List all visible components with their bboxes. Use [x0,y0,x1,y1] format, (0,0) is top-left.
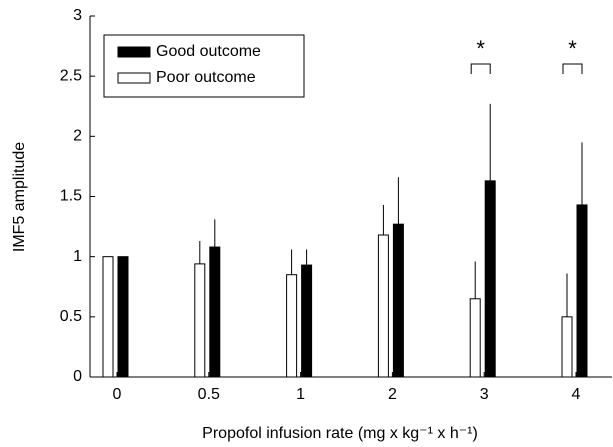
bar [392,223,404,378]
x-tick-label: 4 [572,386,581,403]
bar [576,204,588,378]
bar [286,274,298,378]
x-tick-label: 2 [388,386,397,403]
x-axis-label: Propofol infusion rate (mg x kg⁻¹ x h⁻¹) [202,425,478,442]
bar [209,246,221,378]
significance-bracket [470,63,491,74]
y-tick-label: 0.5 [60,308,82,325]
x-tick-label: 1 [296,386,305,403]
legend-label: Poor outcome [156,69,256,86]
bar [469,298,481,378]
bar [301,264,313,378]
bar [484,180,496,378]
y-tick-label: 1.5 [60,188,82,205]
legend-swatch [117,72,151,84]
annotation: * [568,36,577,61]
y-tick-label: 2.5 [60,67,82,84]
legend-swatch [117,46,151,58]
annotation: * [476,36,485,61]
y-axis-label: IMF5 amplitude [11,142,28,252]
bar [377,234,389,378]
legend-label: Good outcome [156,43,261,60]
significance-bracket [562,63,583,74]
y-tick-label: 2 [73,128,82,145]
x-tick-label: 3 [480,386,489,403]
x-tick-label: 0 [113,386,122,403]
x-tick-label: 0.5 [198,386,220,403]
bar [194,263,206,378]
y-tick-label: 1 [73,248,82,265]
bar [102,256,114,378]
bar [117,256,129,378]
legend-box [103,34,305,98]
y-tick-label: 3 [73,7,82,24]
y-tick-label: 0 [73,368,82,385]
bar [561,316,573,378]
